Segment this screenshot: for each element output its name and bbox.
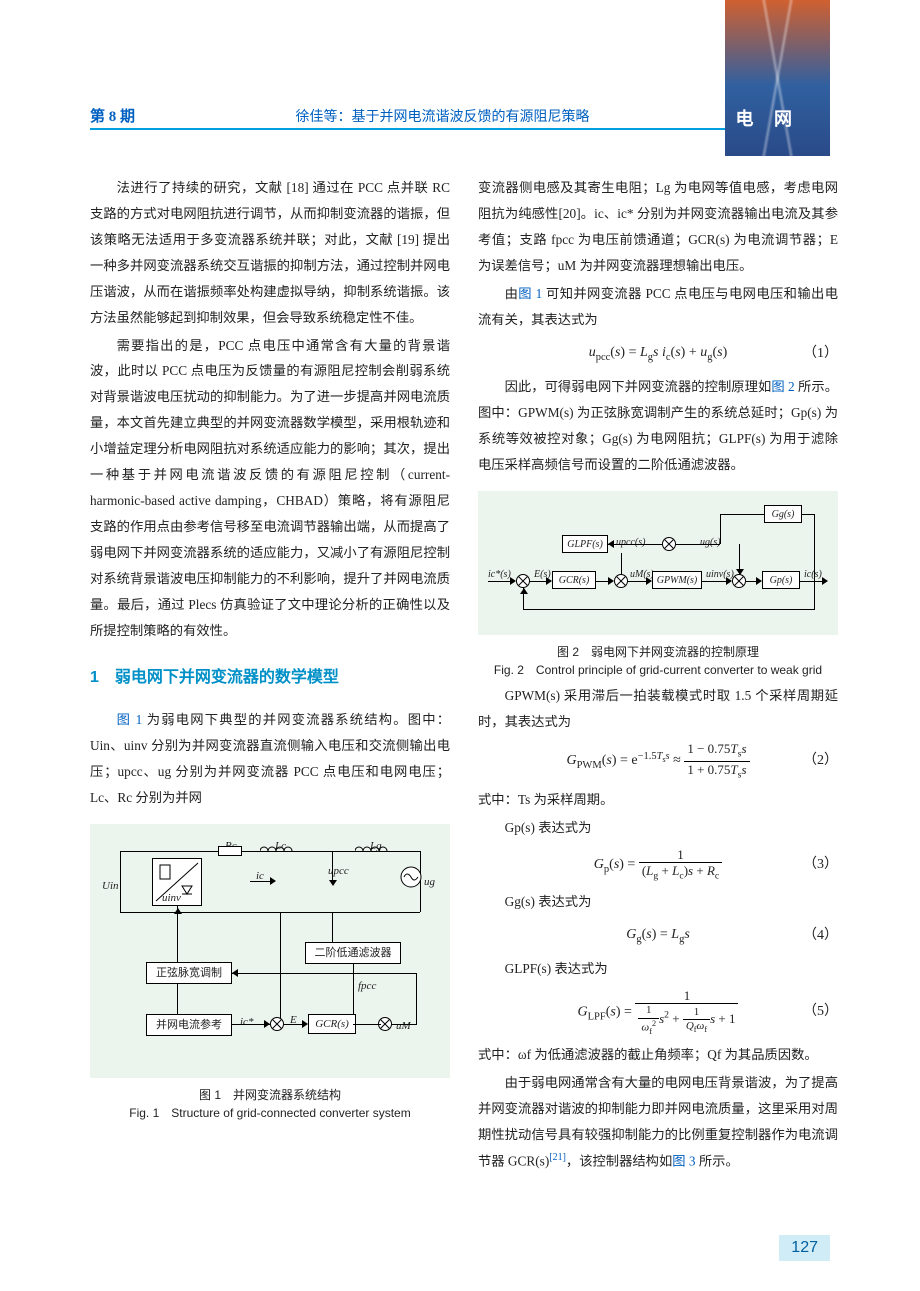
right-para-5: 式中：Ts 为采样周期。: [478, 787, 838, 813]
journal-section-label: 电 网: [736, 105, 801, 131]
equation-5: GLPF(s) = 11ωf2s2 + 1Qfωfs + 1 （5）: [478, 988, 838, 1037]
figure-2-caption: 图 2 弱电网下并网变流器的控制原理 Fig. 2 Control princi…: [478, 643, 838, 679]
fig1-rc-sym: [218, 846, 242, 856]
fig1-spwm-box: 正弦脉宽调制: [146, 962, 232, 984]
right-para-6: Gp(s) 表达式为: [478, 815, 838, 841]
fig3-ref: 图 3: [672, 1153, 695, 1168]
fig1-lpf-box: 二阶低通滤波器: [305, 942, 401, 964]
fig2-caption-en: Fig. 2 Control principle of grid-current…: [478, 661, 838, 679]
ac-source-icon: [400, 866, 422, 888]
fig2-sum3: [732, 574, 746, 588]
left-column: 法进行了持续的研究，文献 [18] 通过在 PCC 点并联 RC 支路的方式对电…: [90, 175, 450, 1176]
fig1-gcr: GCR(s): [308, 1014, 356, 1034]
fig2-gpwm: GPWM(s): [652, 571, 702, 589]
fig1-uM: uM: [396, 1016, 411, 1037]
fig1-caption-en: Fig. 1 Structure of grid-connected conve…: [90, 1104, 450, 1122]
eq3-number: （3）: [803, 851, 838, 878]
left-para-2: 需要指出的是，PCC 点电压中通常含有大量的背景谐波，此时以 PCC 点电压为反…: [90, 333, 450, 644]
fig2-upcc: upcc(s): [616, 533, 645, 553]
fig1-uin: Uin: [102, 876, 119, 897]
fig2-gg: Gg(s): [764, 505, 802, 523]
fig1-ref: 图 1: [117, 712, 143, 727]
fig2-sum1: [516, 574, 530, 588]
fig2-sum2: [614, 574, 628, 588]
fig1-icstar: ic*: [240, 1012, 253, 1033]
page-number: 127: [779, 1235, 830, 1261]
equation-2: GPWM(s) = e−1.5Tss ≈ 1 − 0.75Tss1 + 0.75…: [478, 741, 838, 781]
fig2-caption-cn: 图 2 弱电网下并网变流器的控制原理: [478, 643, 838, 661]
fig1-sum1: [270, 1017, 284, 1031]
figure-2-box: Gg(s) GLPF(s) upcc(s) ug(s) ic*(s) E(s) …: [478, 491, 838, 635]
fig2-glpf: GLPF(s): [562, 535, 608, 553]
two-column-body: 法进行了持续的研究，文献 [18] 通过在 PCC 点并联 RC 支路的方式对电…: [0, 155, 920, 1176]
fig2-gcr: GCR(s): [552, 571, 596, 589]
left-para-1: 法进行了持续的研究，文献 [18] 通过在 PCC 点并联 RC 支路的方式对电…: [90, 175, 450, 331]
citation-21: [21]: [549, 1152, 566, 1163]
running-title: 徐佳等：基于并网电流谐波反馈的有源阻尼策略: [296, 106, 590, 126]
figure-1-diagram: Uin uinv Rc Lc Lg ic: [100, 836, 440, 1066]
header-row: 第 8 期 徐佳等：基于并网电流谐波反馈的有源阻尼策略: [90, 105, 830, 126]
right-para-4: GPWM(s) 采用滞后一拍装载模式时取 1.5 个采样周期延时，其表达式为: [478, 683, 838, 735]
right-para-7: Gg(s) 表达式为: [478, 889, 838, 915]
eq5-number: （5）: [803, 998, 838, 1025]
right-para-10: 由于弱电网通常含有大量的电网电压背景谐波，为了提高并网变流器对谐波的抑制能力即并…: [478, 1070, 838, 1174]
fig2-gp: Gp(s): [762, 571, 800, 589]
fig1-ref-box: 并网电流参考: [146, 1014, 232, 1036]
fig1-fpcc: fpcc: [358, 976, 376, 997]
fig1-uinv: uinv: [162, 888, 181, 909]
right-column: 变流器侧电感及其寄生电阻；Lg 为电网等值电感，考虑电网阻抗为纯感性[20]。i…: [478, 175, 838, 1176]
fig1-ic: ic: [256, 866, 264, 887]
inductor2-icon: [355, 845, 391, 857]
right-para-3: 因此，可得弱电网下并网变流器的控制原理如图 2 所示。图中：GPWM(s) 为正…: [478, 374, 838, 478]
inductor-icon: [260, 845, 296, 857]
equation-4: Gg(s) = Lgs （4）: [478, 921, 838, 950]
right-para-8: GLPF(s) 表达式为: [478, 956, 838, 982]
fig1-caption-cn: 图 1 并网变流器系统结构: [90, 1086, 450, 1104]
header-rule: [90, 128, 830, 130]
eq1-number: （1）: [803, 340, 838, 367]
issue-number: 第 8 期: [90, 105, 135, 126]
page-header: 电 网 第 8 期 徐佳等：基于并网电流谐波反馈的有源阻尼策略: [0, 0, 920, 155]
right-para-1: 变流器侧电感及其寄生电阻；Lg 为电网等值电感，考虑电网阻抗为纯感性[20]。i…: [478, 175, 838, 279]
section-1-heading: 1 弱电网下并网变流器的数学模型: [90, 662, 450, 693]
equation-1: upcc(s) = Lgs ic(s) + ug(s) （1）: [478, 339, 838, 368]
fig2-ug: ug(s): [700, 533, 721, 553]
right-para-2: 由图 1 可知并网变流器 PCC 点电压与电网电压和输出电流有关，其表达式为: [478, 281, 838, 333]
figure-2-diagram: Gg(s) GLPF(s) upcc(s) ug(s) ic*(s) E(s) …: [488, 503, 828, 623]
decorative-power-tower-photo: [725, 0, 830, 156]
fig1-ref-2: 图 1: [518, 286, 542, 301]
eq4-number: （4）: [803, 922, 838, 949]
fig2-sum-top: [662, 537, 676, 551]
left-para-3: 图 1 为弱电网下典型的并网变流器系统结构。图中：Uin、uinv 分别为并网变…: [90, 707, 450, 811]
figure-1-box: Uin uinv Rc Lc Lg ic: [90, 824, 450, 1078]
figure-1-caption: 图 1 并网变流器系统结构 Fig. 1 Structure of grid-c…: [90, 1086, 450, 1122]
right-para-9: 式中：ωf 为低通滤波器的截止角频率；Qf 为其品质因数。: [478, 1042, 838, 1068]
fig2-ref: 图 2: [771, 379, 794, 394]
fig1-E: E: [290, 1010, 297, 1031]
eq2-number: （2）: [803, 747, 838, 774]
fig1-ug: ug: [424, 872, 435, 893]
equation-3: Gp(s) = 1(Lg + Lc)s + Rc （3）: [478, 847, 838, 883]
